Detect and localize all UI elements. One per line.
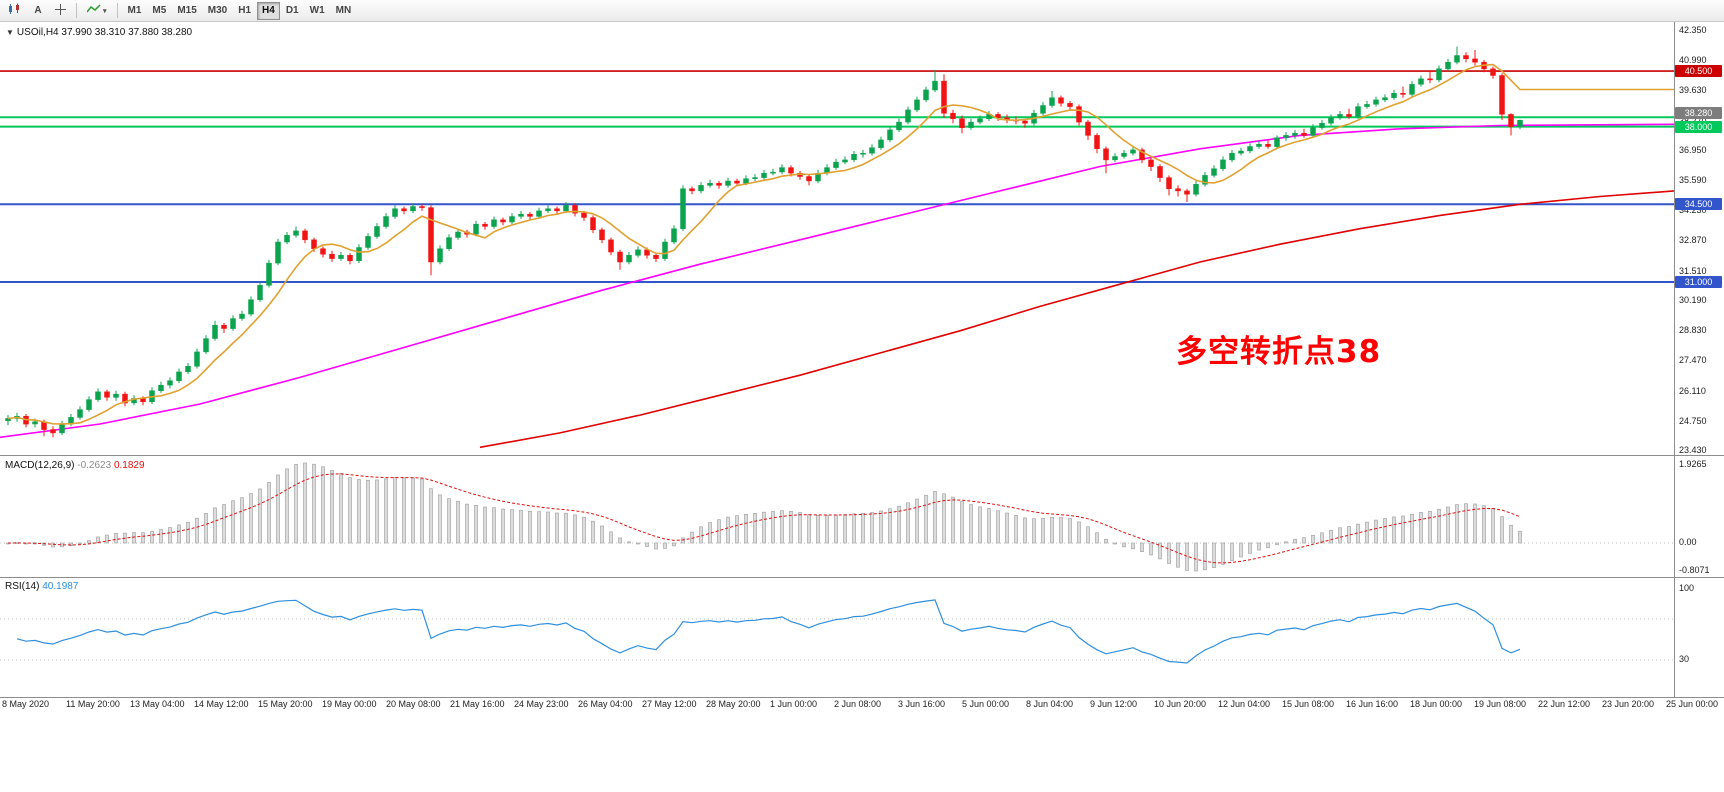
time-axis-label: 21 May 16:00 bbox=[450, 699, 505, 709]
symbol-period-label: USOil,H4 bbox=[16, 27, 59, 38]
rsi-panel-separator[interactable] bbox=[0, 577, 1724, 578]
timeframe-button-D1[interactable]: D1 bbox=[281, 2, 304, 20]
macd-main-value: -0.2623 bbox=[77, 460, 112, 471]
time-axis-label: 15 May 20:00 bbox=[258, 699, 313, 709]
price-axis-label: 35.590 bbox=[1679, 175, 1707, 186]
price-axis-separator bbox=[1674, 22, 1675, 697]
timeframe-button-W1[interactable]: W1 bbox=[305, 2, 330, 20]
price-axis-label: 27.470 bbox=[1679, 355, 1707, 366]
price-axis-label: 23.430 bbox=[1679, 445, 1707, 455]
chart-window-button[interactable] bbox=[3, 2, 26, 20]
time-axis-label: 13 May 04:00 bbox=[130, 699, 185, 709]
macd-axis-label: 0.00 bbox=[1679, 537, 1697, 547]
time-axis-label: 14 May 12:00 bbox=[194, 699, 249, 709]
rsi-axis-label: 100 bbox=[1679, 583, 1695, 593]
timeframe-button-group: M1 M5 M15 M30 H1 H4 D1 W1 MN bbox=[123, 1, 357, 20]
macd-axis-label: 1.9265 bbox=[1679, 459, 1707, 469]
macd-panel[interactable] bbox=[0, 457, 1674, 577]
price-axis-label: 30.190 bbox=[1679, 294, 1707, 305]
one-click-trading-toggle-icon[interactable]: ▼ bbox=[6, 28, 14, 37]
time-axis-label: 8 May 2020 bbox=[2, 699, 50, 709]
time-axis-label: 8 Jun 04:00 bbox=[1026, 699, 1074, 709]
timeframe-button-H4[interactable]: H4 bbox=[257, 1, 280, 20]
macd-panel-separator[interactable] bbox=[0, 455, 1724, 456]
time-axis-label: 27 May 12:00 bbox=[642, 699, 697, 709]
price-axis-label: 34.230 bbox=[1679, 205, 1707, 216]
rsi-panel[interactable] bbox=[0, 578, 1674, 697]
timeframe-button-M15[interactable]: M15 bbox=[172, 2, 201, 20]
time-axis-label: 2 Jun 08:00 bbox=[834, 699, 882, 709]
macd-signal-value: 0.1829 bbox=[113, 460, 145, 471]
time-axis-label: 19 May 00:00 bbox=[322, 699, 377, 709]
time-axis-label: 24 May 23:00 bbox=[514, 699, 569, 709]
price-axis-label: 39.630 bbox=[1679, 85, 1707, 96]
crosshair-button[interactable] bbox=[50, 2, 71, 20]
crosshair-icon bbox=[55, 3, 66, 18]
hline-price-badge: 38.000 bbox=[1675, 120, 1722, 133]
time-axis-label: 12 Jun 04:00 bbox=[1218, 699, 1271, 709]
rsi-header: RSI(14) 40.1987 bbox=[5, 581, 78, 592]
price-axis-label: 26.110 bbox=[1679, 385, 1706, 396]
price-axis-label: 36.950 bbox=[1679, 144, 1707, 155]
timeframe-button-MN[interactable]: MN bbox=[331, 2, 357, 20]
rsi-axis-label: 30 bbox=[1679, 654, 1690, 664]
time-axis-label: 18 Jun 00:00 bbox=[1410, 699, 1463, 709]
time-axis[interactable]: 8 May 2020 11 May 20:00 13 May 04:00 14 May… bbox=[0, 699, 1724, 712]
price-axis-label: 24.750 bbox=[1679, 415, 1707, 426]
hline-price-badge: 40.500 bbox=[1675, 65, 1722, 78]
macd-label: MACD(12,26,9) bbox=[5, 460, 75, 471]
price-axis-label: 42.350 bbox=[1679, 25, 1707, 35]
time-axis-label: 26 May 04:00 bbox=[578, 699, 633, 709]
toolbar: A ▾ M1 M5 M15 M30 H1 H4 D1 W1 MN bbox=[0, 0, 1724, 22]
main-chart[interactable] bbox=[0, 0, 1674, 455]
chart-annotation-text: 多空转折点38 bbox=[1176, 334, 1382, 370]
time-axis-label: 19 Jun 08:00 bbox=[1474, 699, 1527, 709]
price-axis-label: 32.870 bbox=[1679, 235, 1707, 246]
time-axis-label: 16 Jun 16:00 bbox=[1346, 699, 1399, 709]
rsi-label: RSI(14) bbox=[5, 581, 40, 592]
hline-price-badge: 31.000 bbox=[1675, 275, 1722, 288]
macd-axis-label: -0.8071 bbox=[1679, 565, 1710, 575]
rsi-value: 40.1987 bbox=[42, 581, 79, 592]
time-axis-label: 1 Jun 00:00 bbox=[770, 699, 818, 709]
timeframe-button-M1[interactable]: M1 bbox=[123, 2, 147, 20]
time-axis-label: 5 Jun 00:00 bbox=[962, 699, 1010, 709]
candlestick-chart-icon bbox=[8, 3, 21, 18]
text-tool-icon: A bbox=[34, 5, 42, 16]
price-axis-label: 40.990 bbox=[1679, 55, 1707, 66]
ohlc-values: 37.990 38.310 37.880 38.280 bbox=[61, 27, 193, 38]
time-axis-label: 22 Jun 12:00 bbox=[1538, 699, 1591, 709]
time-axis-separator bbox=[0, 697, 1724, 698]
time-axis-label: 15 Jun 08:00 bbox=[1282, 699, 1335, 709]
dropdown-caret-icon: ▾ bbox=[103, 7, 107, 15]
timeframe-button-M30[interactable]: M30 bbox=[203, 2, 232, 20]
line-style-icon bbox=[86, 4, 101, 17]
timeframe-button-M5[interactable]: M5 bbox=[147, 2, 171, 20]
time-axis-label: 10 Jun 20:00 bbox=[1154, 699, 1207, 709]
time-axis-label: 25 Jun 00:00 bbox=[1666, 699, 1719, 709]
text-annotation-button[interactable]: A bbox=[28, 2, 48, 20]
time-axis-label: 23 Jun 20:00 bbox=[1602, 699, 1655, 709]
time-axis-label: 3 Jun 16:00 bbox=[898, 699, 946, 709]
time-axis-label: 11 May 20:00 bbox=[66, 699, 120, 709]
timeframe-button-H1[interactable]: H1 bbox=[233, 2, 256, 20]
price-axis-label: 31.510 bbox=[1679, 265, 1707, 276]
price-axis[interactable]: 42.35040.99039.63038.27036.95035.59034.2… bbox=[1674, 0, 1724, 792]
current-price-badge: 38.280 bbox=[1675, 107, 1722, 120]
time-axis-label: 28 May 20:00 bbox=[706, 699, 761, 709]
toolbar-separator bbox=[76, 3, 77, 18]
chart-ohlc-header: ▼ USOil,H4 37.990 38.310 37.880 38.280 bbox=[6, 27, 192, 38]
toolbar-separator bbox=[116, 3, 118, 18]
time-axis-label: 20 May 08:00 bbox=[386, 699, 441, 709]
time-axis-label: 9 Jun 12:00 bbox=[1090, 699, 1138, 709]
macd-header: MACD(12,26,9) -0.2623 0.1829 bbox=[5, 460, 145, 471]
price-axis-label: 28.830 bbox=[1679, 325, 1707, 336]
line-style-button[interactable]: ▾ bbox=[82, 2, 112, 20]
hline-price-badge: 34.500 bbox=[1675, 198, 1722, 211]
